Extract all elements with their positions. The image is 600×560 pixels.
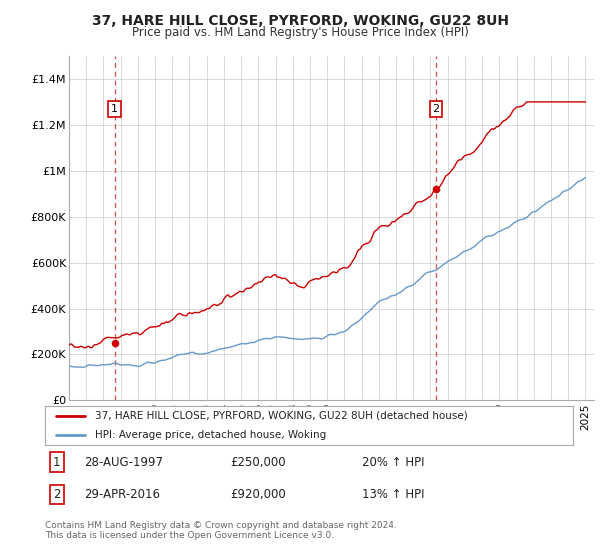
Text: 1: 1 (111, 104, 118, 114)
Text: 37, HARE HILL CLOSE, PYRFORD, WOKING, GU22 8UH: 37, HARE HILL CLOSE, PYRFORD, WOKING, GU… (91, 14, 509, 28)
Text: £920,000: £920,000 (230, 488, 286, 501)
Text: 2: 2 (53, 488, 61, 501)
Text: 37, HARE HILL CLOSE, PYRFORD, WOKING, GU22 8UH (detached house): 37, HARE HILL CLOSE, PYRFORD, WOKING, GU… (95, 411, 468, 421)
Text: 13% ↑ HPI: 13% ↑ HPI (362, 488, 424, 501)
Text: 28-AUG-1997: 28-AUG-1997 (85, 456, 164, 469)
Text: 1: 1 (53, 456, 61, 469)
Text: Price paid vs. HM Land Registry's House Price Index (HPI): Price paid vs. HM Land Registry's House … (131, 26, 469, 39)
Text: 29-APR-2016: 29-APR-2016 (85, 488, 161, 501)
Text: 2: 2 (433, 104, 440, 114)
Point (110, 338, 119, 347)
Point (431, 185, 441, 194)
Text: Contains HM Land Registry data © Crown copyright and database right 2024.
This d: Contains HM Land Registry data © Crown c… (45, 521, 397, 540)
Text: 20% ↑ HPI: 20% ↑ HPI (362, 456, 424, 469)
Text: HPI: Average price, detached house, Woking: HPI: Average price, detached house, Woki… (95, 431, 326, 440)
Text: £250,000: £250,000 (230, 456, 286, 469)
